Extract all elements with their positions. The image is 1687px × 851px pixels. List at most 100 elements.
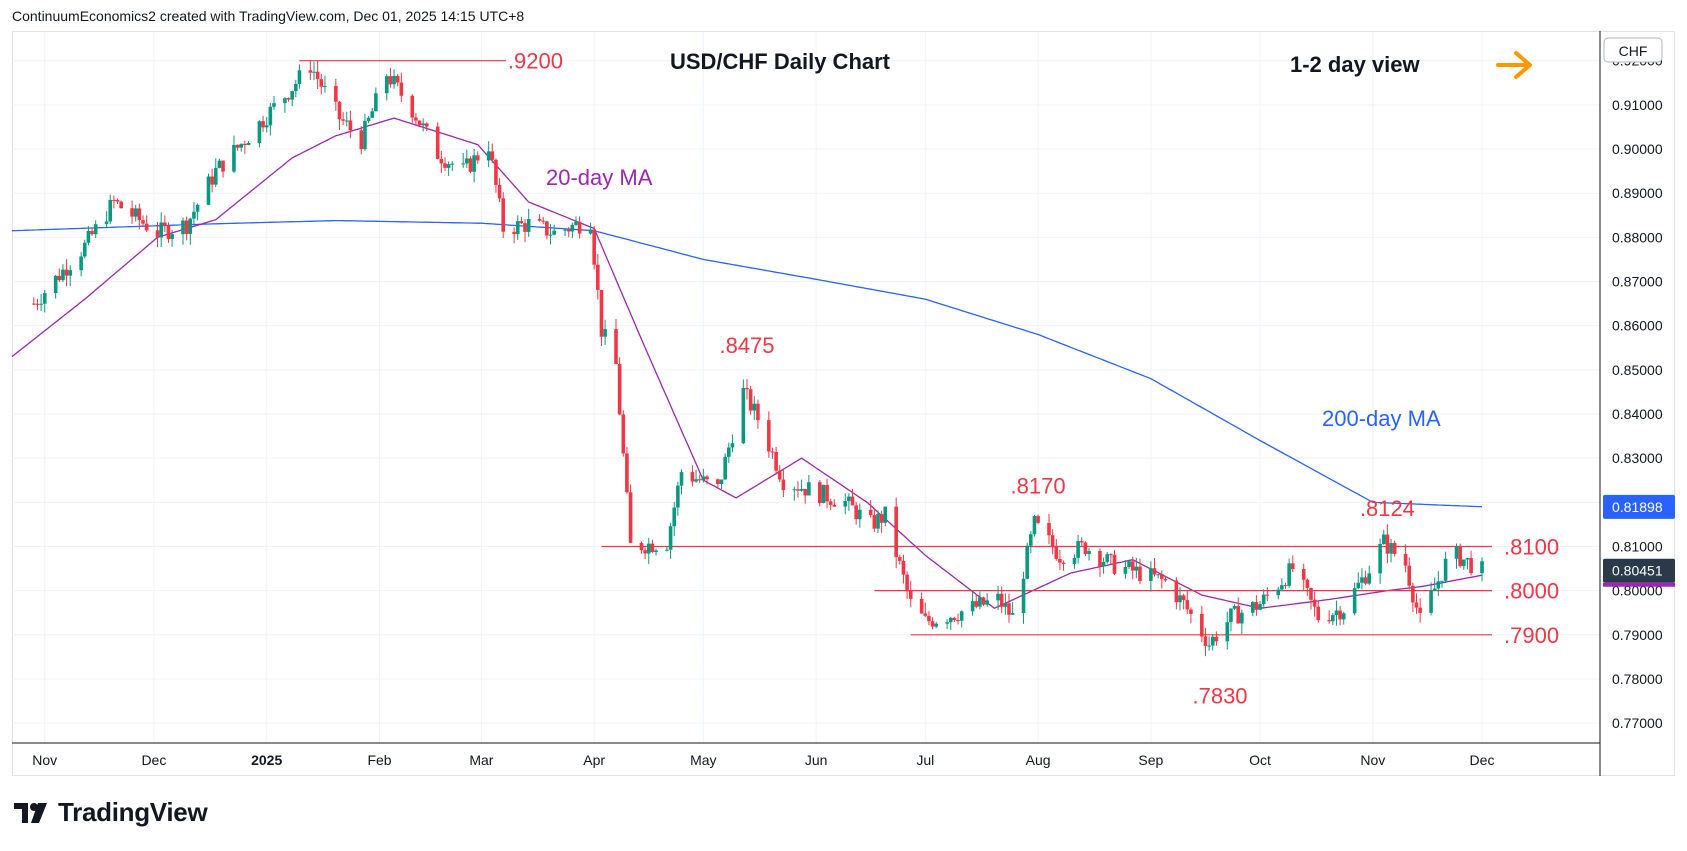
x-tick-label: Dec bbox=[1470, 752, 1495, 768]
price-badge: 0.80451 bbox=[1612, 563, 1663, 579]
chart-title: USD/CHF Daily Chart bbox=[670, 49, 891, 74]
candle-body bbox=[919, 598, 924, 614]
candle-body bbox=[1054, 547, 1059, 559]
candle-body bbox=[497, 184, 502, 199]
candle-body bbox=[486, 151, 491, 161]
candle-body bbox=[374, 93, 378, 112]
candle-body bbox=[825, 484, 829, 502]
candle-body bbox=[32, 303, 36, 305]
ma200-line bbox=[11, 219, 1483, 508]
ma200-label: 200-day MA bbox=[1322, 406, 1441, 431]
candle-body bbox=[1418, 607, 1422, 613]
candle-body bbox=[1356, 582, 1361, 589]
candle-body bbox=[290, 91, 294, 100]
candle-body bbox=[854, 505, 858, 520]
candle-body bbox=[1178, 595, 1182, 603]
candle-body bbox=[130, 208, 134, 217]
candle-body bbox=[1185, 600, 1190, 610]
candle-body bbox=[1432, 588, 1437, 591]
candle-body bbox=[927, 615, 931, 622]
candle-body bbox=[1312, 599, 1317, 607]
tradingview-logo[interactable]: TradingView bbox=[14, 797, 208, 828]
candle-body bbox=[690, 472, 695, 482]
x-tick-label: Nov bbox=[1360, 752, 1385, 768]
candle-body bbox=[1156, 574, 1160, 576]
candle-body bbox=[42, 293, 47, 304]
candle-body bbox=[163, 222, 167, 226]
candle-body bbox=[857, 509, 862, 520]
candle-body bbox=[159, 222, 163, 238]
x-tick-label: 2025 bbox=[251, 752, 282, 768]
candle-body bbox=[697, 479, 702, 481]
y-tick-label: 0.85000 bbox=[1612, 362, 1663, 378]
candle-body bbox=[923, 613, 928, 616]
candle-body bbox=[348, 120, 353, 131]
chart-frame bbox=[12, 31, 1675, 776]
candle-body bbox=[323, 85, 327, 87]
candle-body bbox=[1207, 645, 1211, 647]
candle-body bbox=[1301, 569, 1306, 580]
candle-body bbox=[832, 504, 837, 507]
candle-body bbox=[319, 79, 324, 87]
y-tick-label: 0.78000 bbox=[1612, 671, 1663, 687]
x-tick-label: Jun bbox=[805, 752, 828, 768]
candle-body bbox=[777, 470, 782, 480]
candle-body bbox=[959, 611, 964, 621]
candle-body bbox=[774, 451, 778, 471]
candle-body bbox=[79, 256, 83, 271]
candle-body bbox=[1338, 610, 1342, 620]
candle-body bbox=[577, 221, 582, 234]
candle-body bbox=[1076, 541, 1080, 558]
x-tick-label: Jul bbox=[916, 752, 934, 768]
candle-body bbox=[388, 76, 393, 85]
candle-body bbox=[1287, 563, 1291, 586]
candle-body bbox=[261, 121, 265, 128]
candle-body bbox=[392, 75, 396, 85]
usdchf-chart[interactable]: 0.920000.910000.900000.890000.880000.870… bbox=[0, 0, 1687, 790]
candle-body bbox=[461, 163, 465, 165]
candle-body bbox=[443, 163, 447, 168]
candle-body bbox=[1010, 613, 1015, 615]
candle-body bbox=[1134, 566, 1139, 571]
candle-body bbox=[166, 225, 171, 240]
candle-body bbox=[1276, 589, 1281, 596]
candle-body bbox=[879, 514, 884, 523]
candle-body bbox=[1341, 613, 1346, 620]
candle-body bbox=[475, 155, 480, 161]
view-label: 1-2 day view bbox=[1290, 52, 1421, 77]
candle-body bbox=[1360, 577, 1364, 583]
x-tick-label: Oct bbox=[1249, 752, 1271, 768]
candle-body bbox=[133, 208, 138, 217]
candle-body bbox=[450, 163, 455, 165]
candle-body bbox=[246, 143, 251, 146]
x-tick-label: Sep bbox=[1138, 752, 1163, 768]
candle-body bbox=[1229, 608, 1233, 623]
candle-body bbox=[672, 507, 677, 527]
candle-body bbox=[1250, 602, 1255, 613]
candle-body bbox=[570, 224, 575, 232]
candle-body bbox=[446, 164, 451, 168]
candle-body bbox=[821, 484, 826, 504]
candle-body bbox=[537, 219, 542, 221]
candle-body bbox=[61, 269, 65, 281]
candle-body bbox=[337, 101, 342, 120]
candle-body bbox=[883, 506, 888, 523]
candle-body bbox=[643, 550, 647, 554]
candle-body bbox=[119, 201, 123, 209]
price-badge-box bbox=[1603, 558, 1675, 583]
x-tick-label: Nov bbox=[32, 752, 57, 768]
candle-body bbox=[705, 476, 709, 480]
candle-body bbox=[519, 221, 524, 224]
candle-body bbox=[978, 597, 982, 607]
candle-body bbox=[552, 230, 556, 235]
candle-body bbox=[1236, 606, 1241, 624]
candle-body bbox=[1061, 562, 1066, 564]
candle-body bbox=[1203, 636, 1208, 646]
candle-body bbox=[1047, 522, 1051, 536]
candle-body bbox=[1411, 585, 1415, 603]
candle-body bbox=[1112, 554, 1117, 574]
candle-body bbox=[792, 489, 797, 491]
candle-body bbox=[603, 329, 607, 337]
candle-body bbox=[141, 220, 145, 224]
candle-body bbox=[435, 126, 440, 159]
